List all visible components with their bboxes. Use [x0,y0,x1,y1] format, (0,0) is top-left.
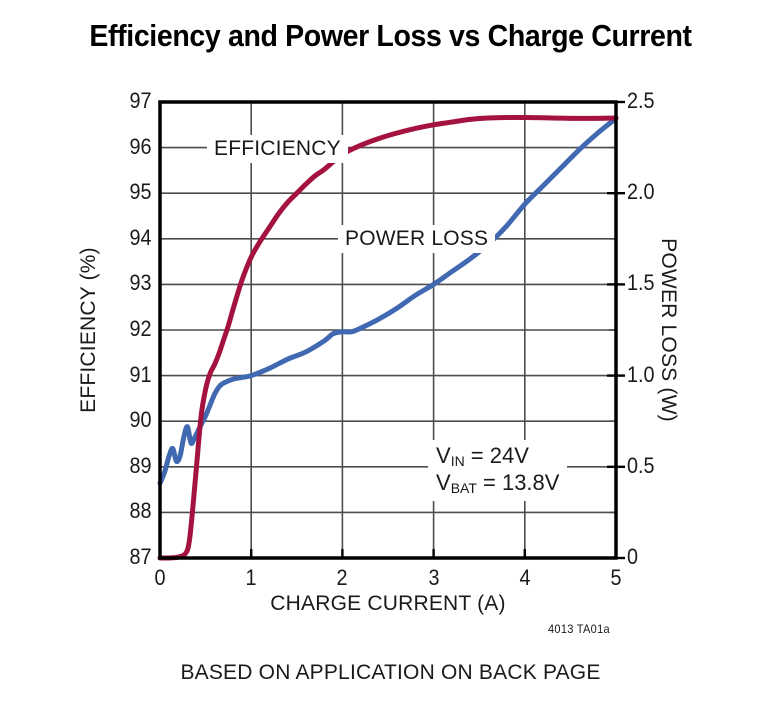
y-axis-left-tick-label: 91 [128,361,151,387]
series-efficiency-line [157,114,619,561]
y-axis-right-tick-label: 1.0 [627,361,655,387]
plot-frame [158,100,618,560]
vin-value: = 24V [464,443,529,468]
y-axis-left-tick-label: 90 [128,407,151,433]
y-axis-right-tick-label: 2.5 [627,88,655,113]
vbat-value: = 13.8V [476,470,560,496]
y-axis-left-tick-label: 97 [128,88,151,113]
y-axis-left-tick-label: 88 [128,498,151,524]
vbat-symbol: V [436,470,451,496]
vin-symbol: V [436,443,451,468]
footer-note: BASED ON APPLICATION ON BACK PAGE [180,661,601,684]
x-axis-title: CHARGE CURRENT (A) [270,592,506,615]
y-axis-left-title: EFFICIENCY (%) [76,102,102,558]
reference-code-label: 4013 TA01a [548,622,610,636]
vbat-subscript: BAT [450,480,477,497]
y-axis-right-tick-label: 2.0 [627,179,655,205]
series-power-loss-line [157,115,619,486]
y-axis-right-tick-label: 0 [627,544,639,569]
y-axis-right-title: POWER LOSS (W) [655,102,681,558]
test-conditions-annotation: VIN = 24V VBAT = 13.8V [428,440,568,502]
vin-subscript: IN [450,453,465,470]
y-axis-right-tick-label: 1.5 [627,270,655,296]
chart-canvas [157,100,625,561]
y-axis-left-tick-label: 93 [128,270,151,296]
page-title: Efficiency and Power Loss vs Charge Curr… [89,18,692,53]
series-label-power-loss: POWER LOSS [338,225,496,253]
y-axis-right-title-text: POWER LOSS (W) [657,238,681,422]
condition-vin: VIN = 24V [436,443,559,470]
y-axis-left-tick-label: 95 [128,179,151,205]
condition-vbat: VBAT = 13.8V [436,470,559,497]
x-axis-tick-label: 1 [245,565,257,590]
y-axis-right-tick-label: 0.5 [627,452,655,478]
y-axis-left-tick-label: 87 [128,544,151,569]
plot-area: 87 88 89 90 91 92 93 94 95 96 97 0 0.5 1.0 1.5 2.0 2.5 … [129,88,655,590]
x-axis-tick-label: 0 [154,565,166,590]
x-axis-tick-label: 2 [336,565,348,590]
y-axis-left-tick-label: 96 [128,133,151,159]
y-axis-left-title-text: EFFICIENCY (%) [77,247,101,413]
x-axis-tick-label: 4 [519,565,531,590]
y-axis-left-tick-label: 94 [128,224,151,250]
y-axis-left-tick-label: 89 [128,452,151,478]
x-axis-tick-label: 5 [610,565,622,590]
x-axis-tick-label: 3 [428,565,440,590]
y-axis-left-tick-label: 92 [128,316,151,341]
series-label-efficiency: EFFICIENCY [207,135,348,163]
